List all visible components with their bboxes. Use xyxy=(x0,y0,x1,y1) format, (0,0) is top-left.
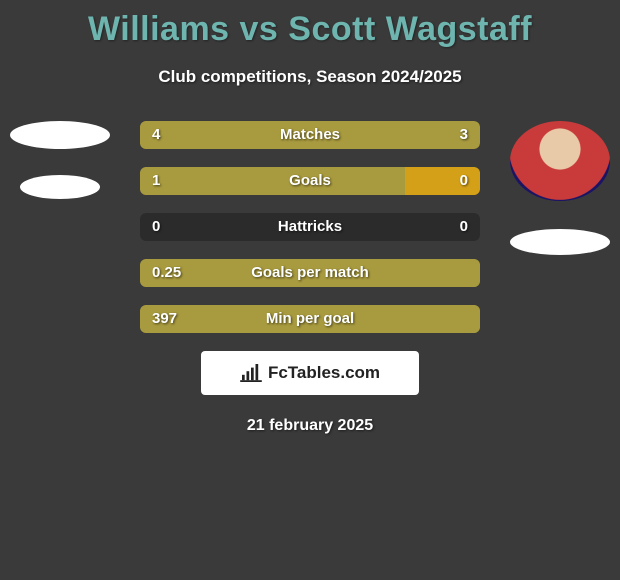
avatar-placeholder-icon xyxy=(510,229,610,255)
comparison-subtitle: Club competitions, Season 2024/2025 xyxy=(0,67,620,87)
stat-value-right: 0 xyxy=(460,213,468,241)
avatar-placeholder-icon xyxy=(20,175,100,199)
snapshot-date: 21 february 2025 xyxy=(0,417,620,435)
stat-label: Hattricks xyxy=(140,213,480,241)
comparison-title: Williams vs Scott Wagstaff xyxy=(0,0,620,49)
stat-bars: 4Matches31Goals00Hattricks00.25Goals per… xyxy=(140,121,480,333)
stat-label: Goals xyxy=(140,167,480,195)
stat-row: 0Hattricks0 xyxy=(140,213,480,241)
stat-row: 4Matches3 xyxy=(140,121,480,149)
branding-badge: FcTables.com xyxy=(201,351,419,395)
chart-icon xyxy=(240,364,262,382)
stat-row: 1Goals0 xyxy=(140,167,480,195)
avatar-photo xyxy=(510,121,610,201)
player-right-avatar xyxy=(510,121,610,201)
stat-label: Matches xyxy=(140,121,480,149)
stat-row: 0.25Goals per match xyxy=(140,259,480,287)
stat-value-right: 0 xyxy=(460,167,468,195)
stat-label: Min per goal xyxy=(140,305,480,333)
avatar-placeholder-icon xyxy=(10,121,110,149)
branding-text: FcTables.com xyxy=(268,363,380,383)
comparison-content: 4Matches31Goals00Hattricks00.25Goals per… xyxy=(0,121,620,435)
player-left-avatar xyxy=(10,121,110,201)
stat-row: 397Min per goal xyxy=(140,305,480,333)
stat-label: Goals per match xyxy=(140,259,480,287)
stat-value-right: 3 xyxy=(460,121,468,149)
